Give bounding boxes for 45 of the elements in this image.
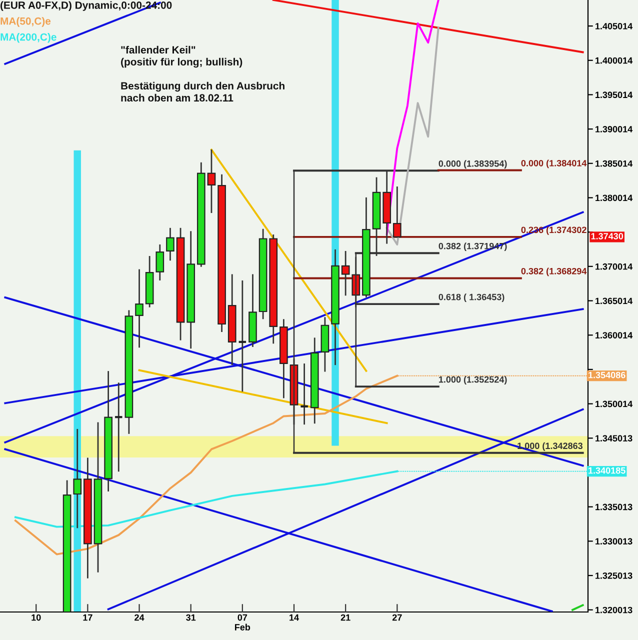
series-label: 0.618 ( 1.36453) xyxy=(438,294,504,302)
y-tick-label: 1.405014 xyxy=(596,22,633,30)
series-label: 0.000 (1.384014 xyxy=(521,160,587,168)
y-tick-label: 1.365014 xyxy=(596,298,633,304)
y-tick-label: 1.385014 xyxy=(596,160,633,167)
x-tick-label: 31 xyxy=(186,614,196,621)
y-tick-label: 1.390014 xyxy=(596,126,633,132)
y-tick-label: 1.320013 xyxy=(596,606,632,614)
series-label: 0.382 (1.368294 xyxy=(521,268,587,276)
x-tick-label: 27 xyxy=(392,614,402,621)
candlestick xyxy=(73,428,82,529)
y-tick-label: 1.330013 xyxy=(596,538,632,545)
y-tick-label: 1.380014 xyxy=(596,194,633,202)
y-tick-label: 1.335013 xyxy=(596,504,632,510)
y-tick-label: 1.360014 xyxy=(596,332,633,338)
x-tick-label: 17 xyxy=(83,614,92,621)
candlestick xyxy=(135,268,144,348)
series-label: 1.000 (1.352524) xyxy=(438,376,507,384)
x-tick-label: 07 Feb xyxy=(235,614,250,630)
data-label: 1.354086 xyxy=(588,372,626,378)
y-tick-label: 1.350014 xyxy=(596,400,633,408)
candlestick xyxy=(156,244,164,282)
series-label: 1.000 (1.342863 xyxy=(518,442,583,451)
x-tick-label: 14 xyxy=(290,614,299,621)
x-tick-label: 24 xyxy=(134,614,144,621)
y-tick-label: 1.345013 xyxy=(596,435,632,442)
y-tick-label: 1.370014 xyxy=(596,263,633,270)
text: 1.37430 xyxy=(591,233,624,240)
series-label: 0.000 (1.383954) xyxy=(438,160,507,169)
y-tick-label: 1.400014 xyxy=(596,57,633,64)
candlestick xyxy=(300,362,309,426)
y-tick-label: 1.325013 xyxy=(596,572,632,579)
candlestick xyxy=(207,148,216,214)
data-label: 1.340185 xyxy=(588,467,626,474)
x-tick-label: 10 xyxy=(32,614,41,621)
x-tick-label: 21 xyxy=(340,614,350,621)
candlestick xyxy=(166,227,174,262)
candlestick xyxy=(238,280,248,392)
y-tick-label: 1.395014 xyxy=(596,92,633,98)
text: MA(200,C)e xyxy=(0,33,56,43)
text: MA(50,C)e xyxy=(0,17,51,27)
text: "fallender Keil" (positiv für long; bullish) Bestätigung durch den Ausbruch nach oben am 18.02.11 xyxy=(121,46,284,102)
candlestick xyxy=(114,382,124,472)
candlestick xyxy=(341,250,350,296)
candlestick xyxy=(392,186,402,238)
